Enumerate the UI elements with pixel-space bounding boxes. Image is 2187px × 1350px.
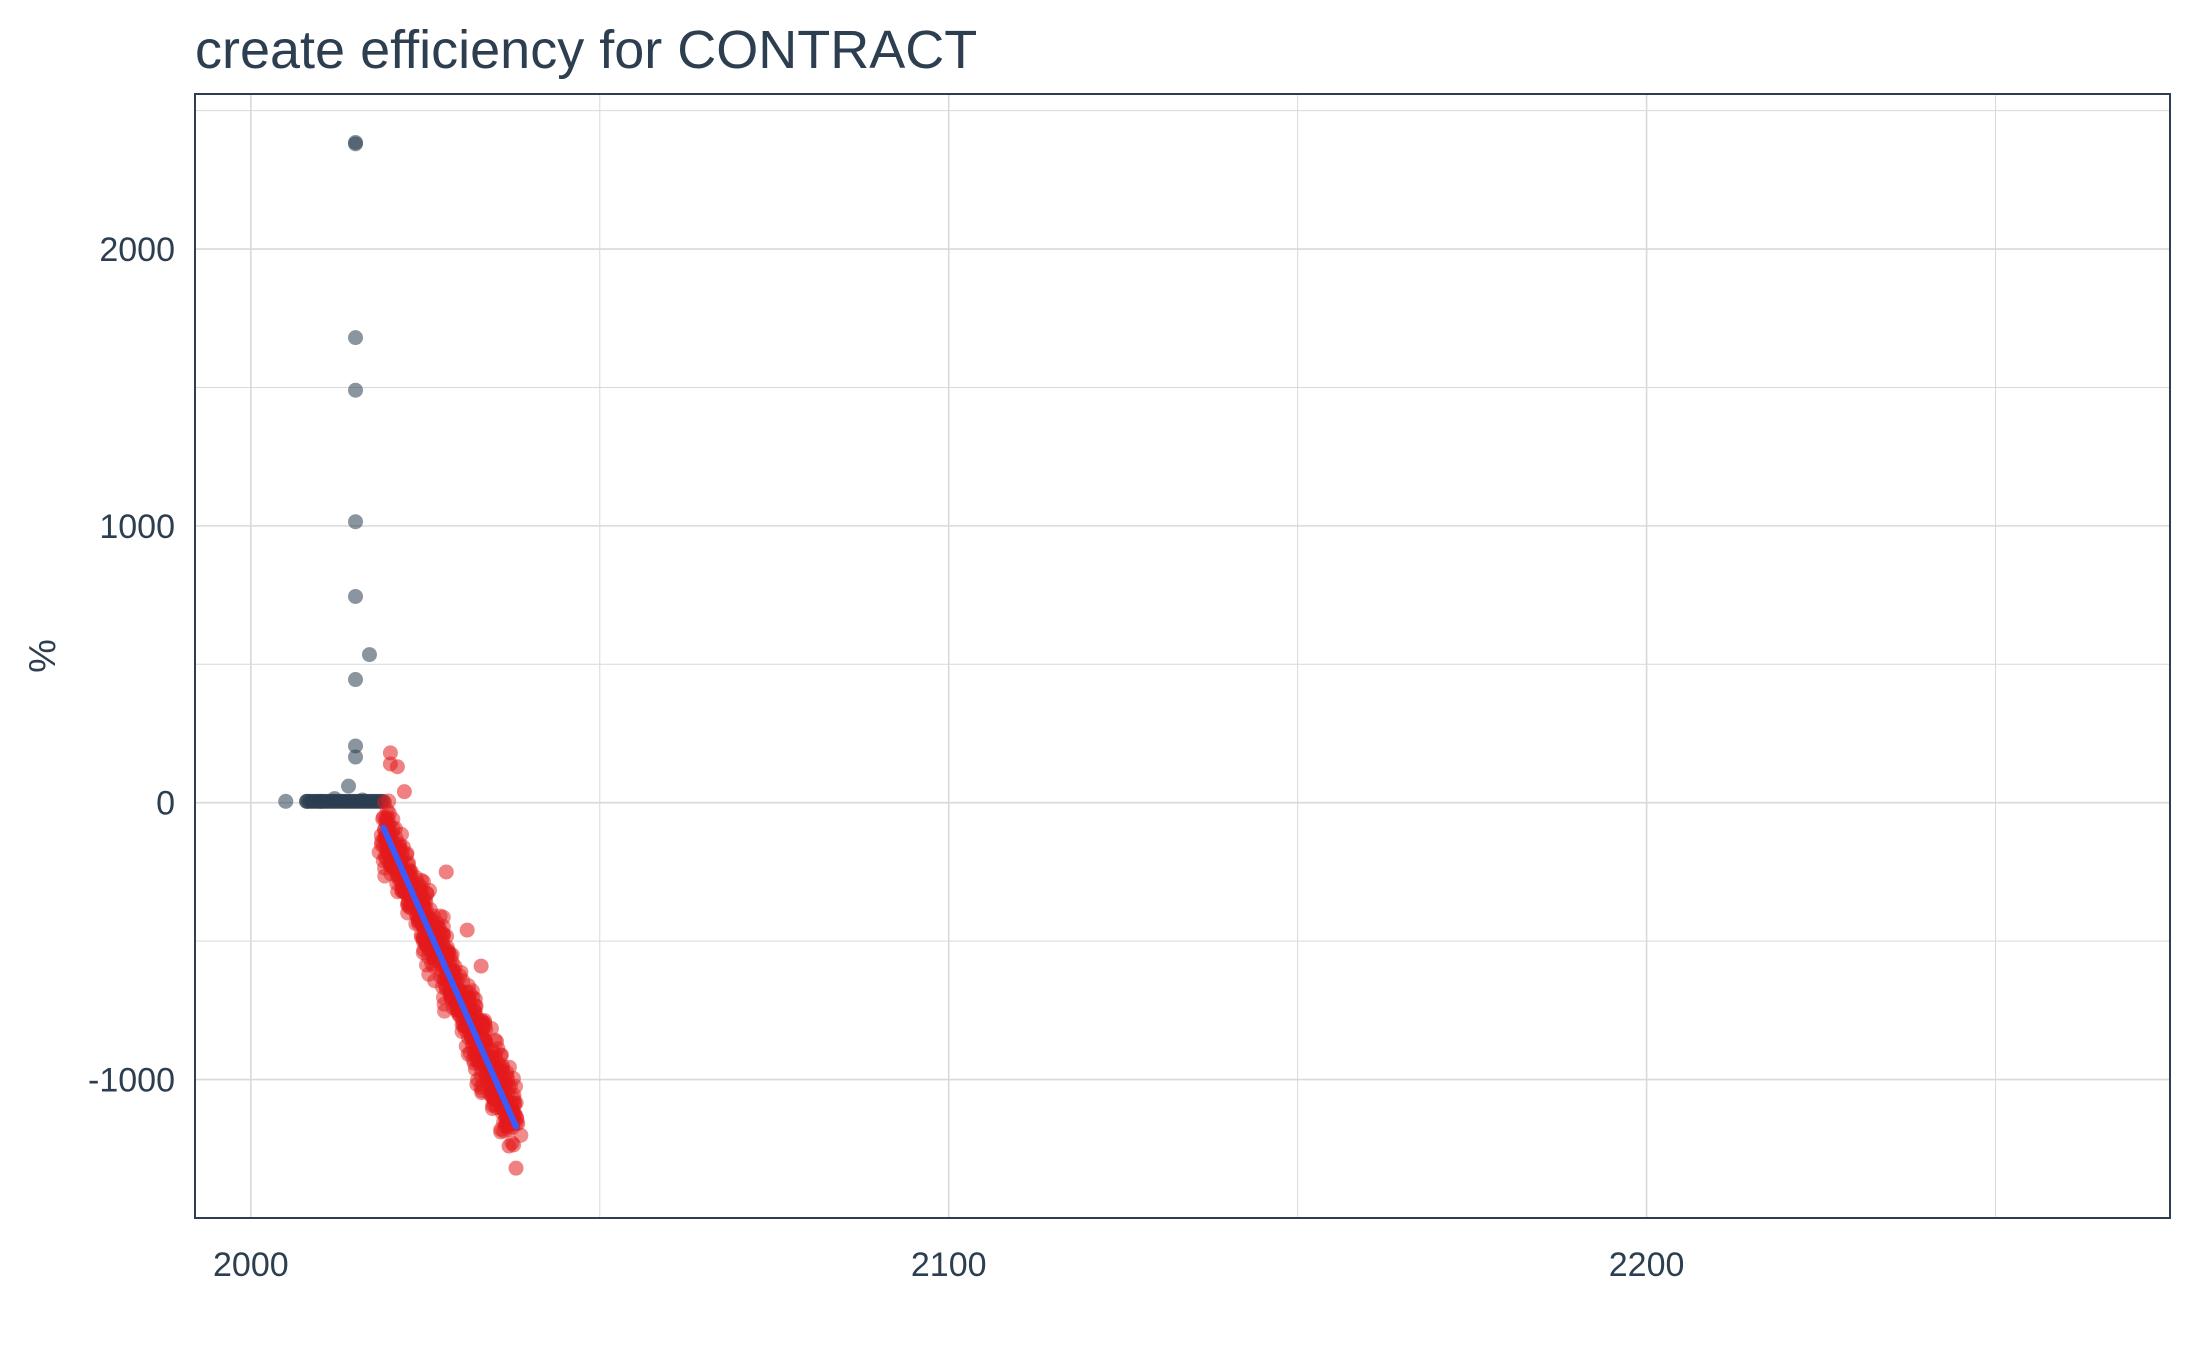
y-axis-title: % bbox=[22, 639, 64, 673]
forecast-point bbox=[508, 1160, 524, 1176]
x-tick-label: 2200 bbox=[1609, 1246, 1685, 1284]
historical-point bbox=[348, 749, 364, 765]
forecast-point bbox=[459, 922, 475, 938]
grid-lines bbox=[195, 94, 2170, 1218]
axis-labels: 2000 2100 2200 -1000 0 1000 2000% bbox=[22, 231, 1684, 1284]
historical-point bbox=[313, 793, 329, 809]
panel-border bbox=[194, 93, 2171, 1219]
trend-line bbox=[380, 824, 520, 1130]
historical-point bbox=[348, 134, 364, 150]
historical-point bbox=[348, 738, 364, 754]
x-tick-label: 2100 bbox=[911, 1246, 987, 1284]
historical-point bbox=[361, 647, 377, 663]
forecast-point bbox=[389, 759, 405, 775]
forecast-point bbox=[467, 991, 483, 1007]
forecast-point bbox=[438, 864, 454, 880]
historical-point bbox=[327, 791, 343, 807]
historical-series bbox=[278, 134, 391, 809]
forecast-point bbox=[469, 1076, 485, 1092]
historical-point bbox=[299, 793, 315, 809]
historical-point bbox=[341, 778, 357, 794]
x-tick-label: 2000 bbox=[213, 1246, 289, 1284]
y-tick-label: -1000 bbox=[88, 1062, 175, 1100]
forecast-point bbox=[421, 966, 437, 982]
chart-title: create efficiency for CONTRACT bbox=[195, 20, 978, 80]
forecast-point bbox=[400, 905, 416, 921]
forecast-point bbox=[415, 874, 431, 890]
historical-point bbox=[348, 672, 364, 688]
forecast-point bbox=[473, 958, 489, 974]
forecast-point bbox=[460, 1046, 476, 1062]
forecast-point bbox=[471, 1015, 487, 1031]
historical-point bbox=[348, 330, 364, 346]
forecast-point bbox=[396, 784, 412, 800]
forecast-point bbox=[432, 908, 448, 924]
historical-point bbox=[354, 792, 370, 808]
y-tick-label: 0 bbox=[156, 785, 175, 823]
y-tick-label: 2000 bbox=[99, 231, 175, 269]
trend-line-series bbox=[380, 824, 520, 1130]
historical-point bbox=[348, 588, 364, 604]
forecast-series bbox=[371, 745, 529, 1176]
forecast-point bbox=[377, 794, 393, 810]
forecast-point bbox=[380, 811, 396, 827]
historical-point bbox=[348, 382, 364, 398]
y-tick-label: 1000 bbox=[99, 508, 175, 546]
historical-point bbox=[278, 793, 294, 809]
forecast-point bbox=[501, 1138, 517, 1154]
historical-point bbox=[348, 514, 364, 530]
forecast-point bbox=[382, 745, 398, 761]
